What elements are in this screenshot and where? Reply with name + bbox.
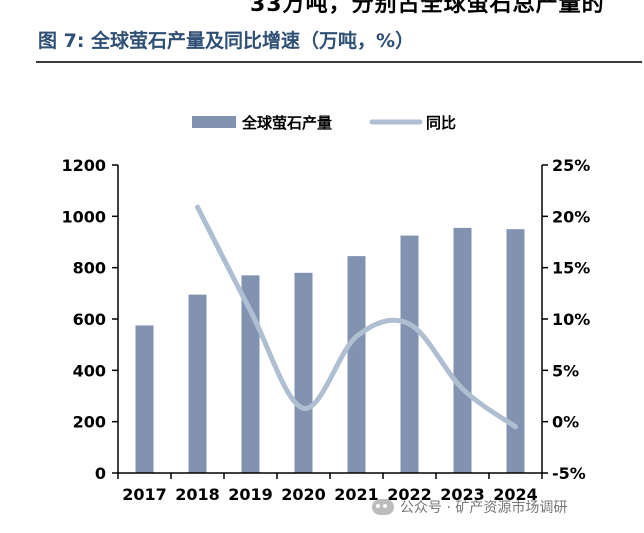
bar-2024: [506, 229, 525, 473]
top-text-fragment: 33万吨，分别占全球萤石总产量的: [250, 0, 605, 17]
right-tick-label: 5%: [552, 361, 579, 380]
left-tick-label: 1200: [61, 156, 106, 175]
right-tick-label: 25%: [552, 156, 590, 175]
left-tick-label: 200: [73, 413, 106, 432]
wechat-icon: [372, 499, 394, 515]
bar-2022: [400, 235, 419, 473]
right-tick-label: 15%: [552, 259, 590, 278]
left-tick-label: 800: [73, 259, 106, 278]
x-tick-label: 2023: [440, 485, 485, 504]
watermark-text: 公众号 · 矿产资源市场调研: [400, 500, 568, 516]
bar-2020: [294, 272, 313, 473]
x-tick-label: 2024: [493, 485, 538, 504]
right-tick-label: 0%: [552, 413, 579, 432]
watermark: 公众号 · 矿产资源市场调研: [372, 497, 567, 517]
right-tick-label: 20%: [552, 207, 590, 226]
left-tick-label: 1000: [61, 207, 106, 226]
right-tick-label: 10%: [552, 310, 590, 329]
figure-title: 图 7: 全球萤石产量及同比增速（万吨，%）: [38, 30, 415, 52]
legend: 全球萤石产量 同比: [192, 114, 456, 132]
left-tick-label: 400: [73, 361, 106, 380]
line-series: [195, 204, 518, 430]
bar-2017: [135, 325, 154, 473]
legend-line-label: 同比: [426, 114, 456, 132]
left-tick-label: 600: [73, 310, 106, 329]
bar-2019: [241, 275, 260, 473]
bar-series: [135, 227, 525, 473]
left-tick-label: 0: [95, 464, 106, 483]
x-tick-label: 2021: [334, 485, 379, 504]
x-tick-label: 2022: [387, 485, 432, 504]
x-tick-label: 2019: [228, 485, 273, 504]
x-tick-label: 2017: [122, 485, 167, 504]
x-tick-label: 2020: [281, 485, 326, 504]
axes: 0 200 400 600 800 1000 1200 -5% 0% 5% 10% 15% 20% 25%…: [61, 156, 590, 504]
bar-2018: [188, 294, 207, 473]
bar-2023: [453, 227, 472, 473]
legend-bar-swatch: [192, 116, 236, 128]
legend-bar-label: 全球萤石产量: [241, 114, 332, 132]
right-tick-label: -5%: [552, 464, 586, 483]
title-divider: [36, 61, 642, 63]
bar-2021: [347, 256, 366, 473]
x-tick-label: 2018: [175, 485, 220, 504]
